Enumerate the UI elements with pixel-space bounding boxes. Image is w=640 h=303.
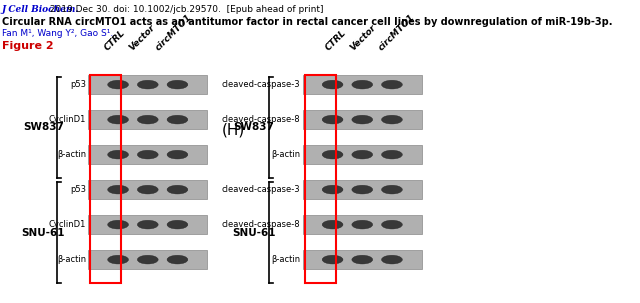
Ellipse shape xyxy=(167,115,188,124)
Ellipse shape xyxy=(108,185,129,194)
Bar xyxy=(88,110,207,129)
Ellipse shape xyxy=(322,255,343,264)
Bar xyxy=(90,75,121,283)
Text: β-actin: β-actin xyxy=(271,255,300,264)
Text: cleaved-caspase-8: cleaved-caspase-8 xyxy=(222,220,300,229)
Text: CyclinD1: CyclinD1 xyxy=(49,220,86,229)
Text: p53: p53 xyxy=(70,80,86,89)
Text: β-actin: β-actin xyxy=(271,150,300,159)
Ellipse shape xyxy=(381,185,403,194)
Ellipse shape xyxy=(352,185,372,194)
Text: CTRL: CTRL xyxy=(102,28,127,52)
Text: Figure 2: Figure 2 xyxy=(2,41,53,51)
Text: cleaved-caspase-8: cleaved-caspase-8 xyxy=(222,115,300,124)
Ellipse shape xyxy=(138,115,158,124)
Text: SW837: SW837 xyxy=(23,122,64,132)
Text: SNU-61: SNU-61 xyxy=(232,228,276,238)
Ellipse shape xyxy=(352,255,372,264)
Text: J Cell Biochem.: J Cell Biochem. xyxy=(2,5,79,14)
Bar xyxy=(303,180,422,199)
Ellipse shape xyxy=(108,80,129,89)
Ellipse shape xyxy=(167,80,188,89)
Bar xyxy=(88,215,207,234)
Text: cleaved-caspase-3: cleaved-caspase-3 xyxy=(222,185,300,194)
Bar xyxy=(305,75,335,283)
Ellipse shape xyxy=(108,255,129,264)
Text: Vector: Vector xyxy=(127,22,156,52)
Ellipse shape xyxy=(352,80,372,89)
Text: Fan M¹, Wang Y², Gao S¹.: Fan M¹, Wang Y², Gao S¹. xyxy=(2,29,113,38)
Text: SNU-61: SNU-61 xyxy=(22,228,65,238)
Ellipse shape xyxy=(138,185,158,194)
Bar xyxy=(303,215,422,234)
Ellipse shape xyxy=(322,220,343,229)
Bar xyxy=(303,145,422,164)
Ellipse shape xyxy=(167,150,188,159)
Text: CTRL: CTRL xyxy=(323,28,348,52)
Text: Circular RNA circMTO1 acts as an antitumor factor in rectal cancer cell lines by: Circular RNA circMTO1 acts as an antitum… xyxy=(2,17,612,27)
Text: (H): (H) xyxy=(221,122,245,138)
Ellipse shape xyxy=(381,115,403,124)
Text: β-actin: β-actin xyxy=(57,150,86,159)
Ellipse shape xyxy=(322,115,343,124)
Ellipse shape xyxy=(352,220,372,229)
Text: CyclinD1: CyclinD1 xyxy=(49,115,86,124)
Ellipse shape xyxy=(167,255,188,264)
Ellipse shape xyxy=(167,185,188,194)
Ellipse shape xyxy=(381,220,403,229)
Ellipse shape xyxy=(381,255,403,264)
Ellipse shape xyxy=(138,80,158,89)
Ellipse shape xyxy=(381,80,403,89)
Bar xyxy=(303,75,422,94)
Ellipse shape xyxy=(108,220,129,229)
Ellipse shape xyxy=(322,80,343,89)
Text: Vector: Vector xyxy=(348,22,378,52)
Text: p53: p53 xyxy=(70,185,86,194)
Text: β-actin: β-actin xyxy=(57,255,86,264)
Text: cleaved-caspase-3: cleaved-caspase-3 xyxy=(222,80,300,89)
Text: SW837: SW837 xyxy=(234,122,274,132)
Text: 2019 Dec 30. doi: 10.1002/jcb.29570.  [Epub ahead of print]: 2019 Dec 30. doi: 10.1002/jcb.29570. [Ep… xyxy=(47,5,323,14)
Ellipse shape xyxy=(108,150,129,159)
Bar xyxy=(303,110,422,129)
Ellipse shape xyxy=(322,150,343,159)
Bar xyxy=(88,180,207,199)
Ellipse shape xyxy=(138,255,158,264)
Ellipse shape xyxy=(108,115,129,124)
Ellipse shape xyxy=(322,185,343,194)
Ellipse shape xyxy=(138,150,158,159)
Text: circMTO1: circMTO1 xyxy=(376,12,417,52)
Ellipse shape xyxy=(381,150,403,159)
Bar xyxy=(303,250,422,269)
Ellipse shape xyxy=(352,115,372,124)
Text: circMTO1: circMTO1 xyxy=(154,12,194,52)
Bar xyxy=(88,145,207,164)
Ellipse shape xyxy=(352,150,372,159)
Ellipse shape xyxy=(167,220,188,229)
Ellipse shape xyxy=(138,220,158,229)
Bar xyxy=(88,75,207,94)
Bar xyxy=(88,250,207,269)
